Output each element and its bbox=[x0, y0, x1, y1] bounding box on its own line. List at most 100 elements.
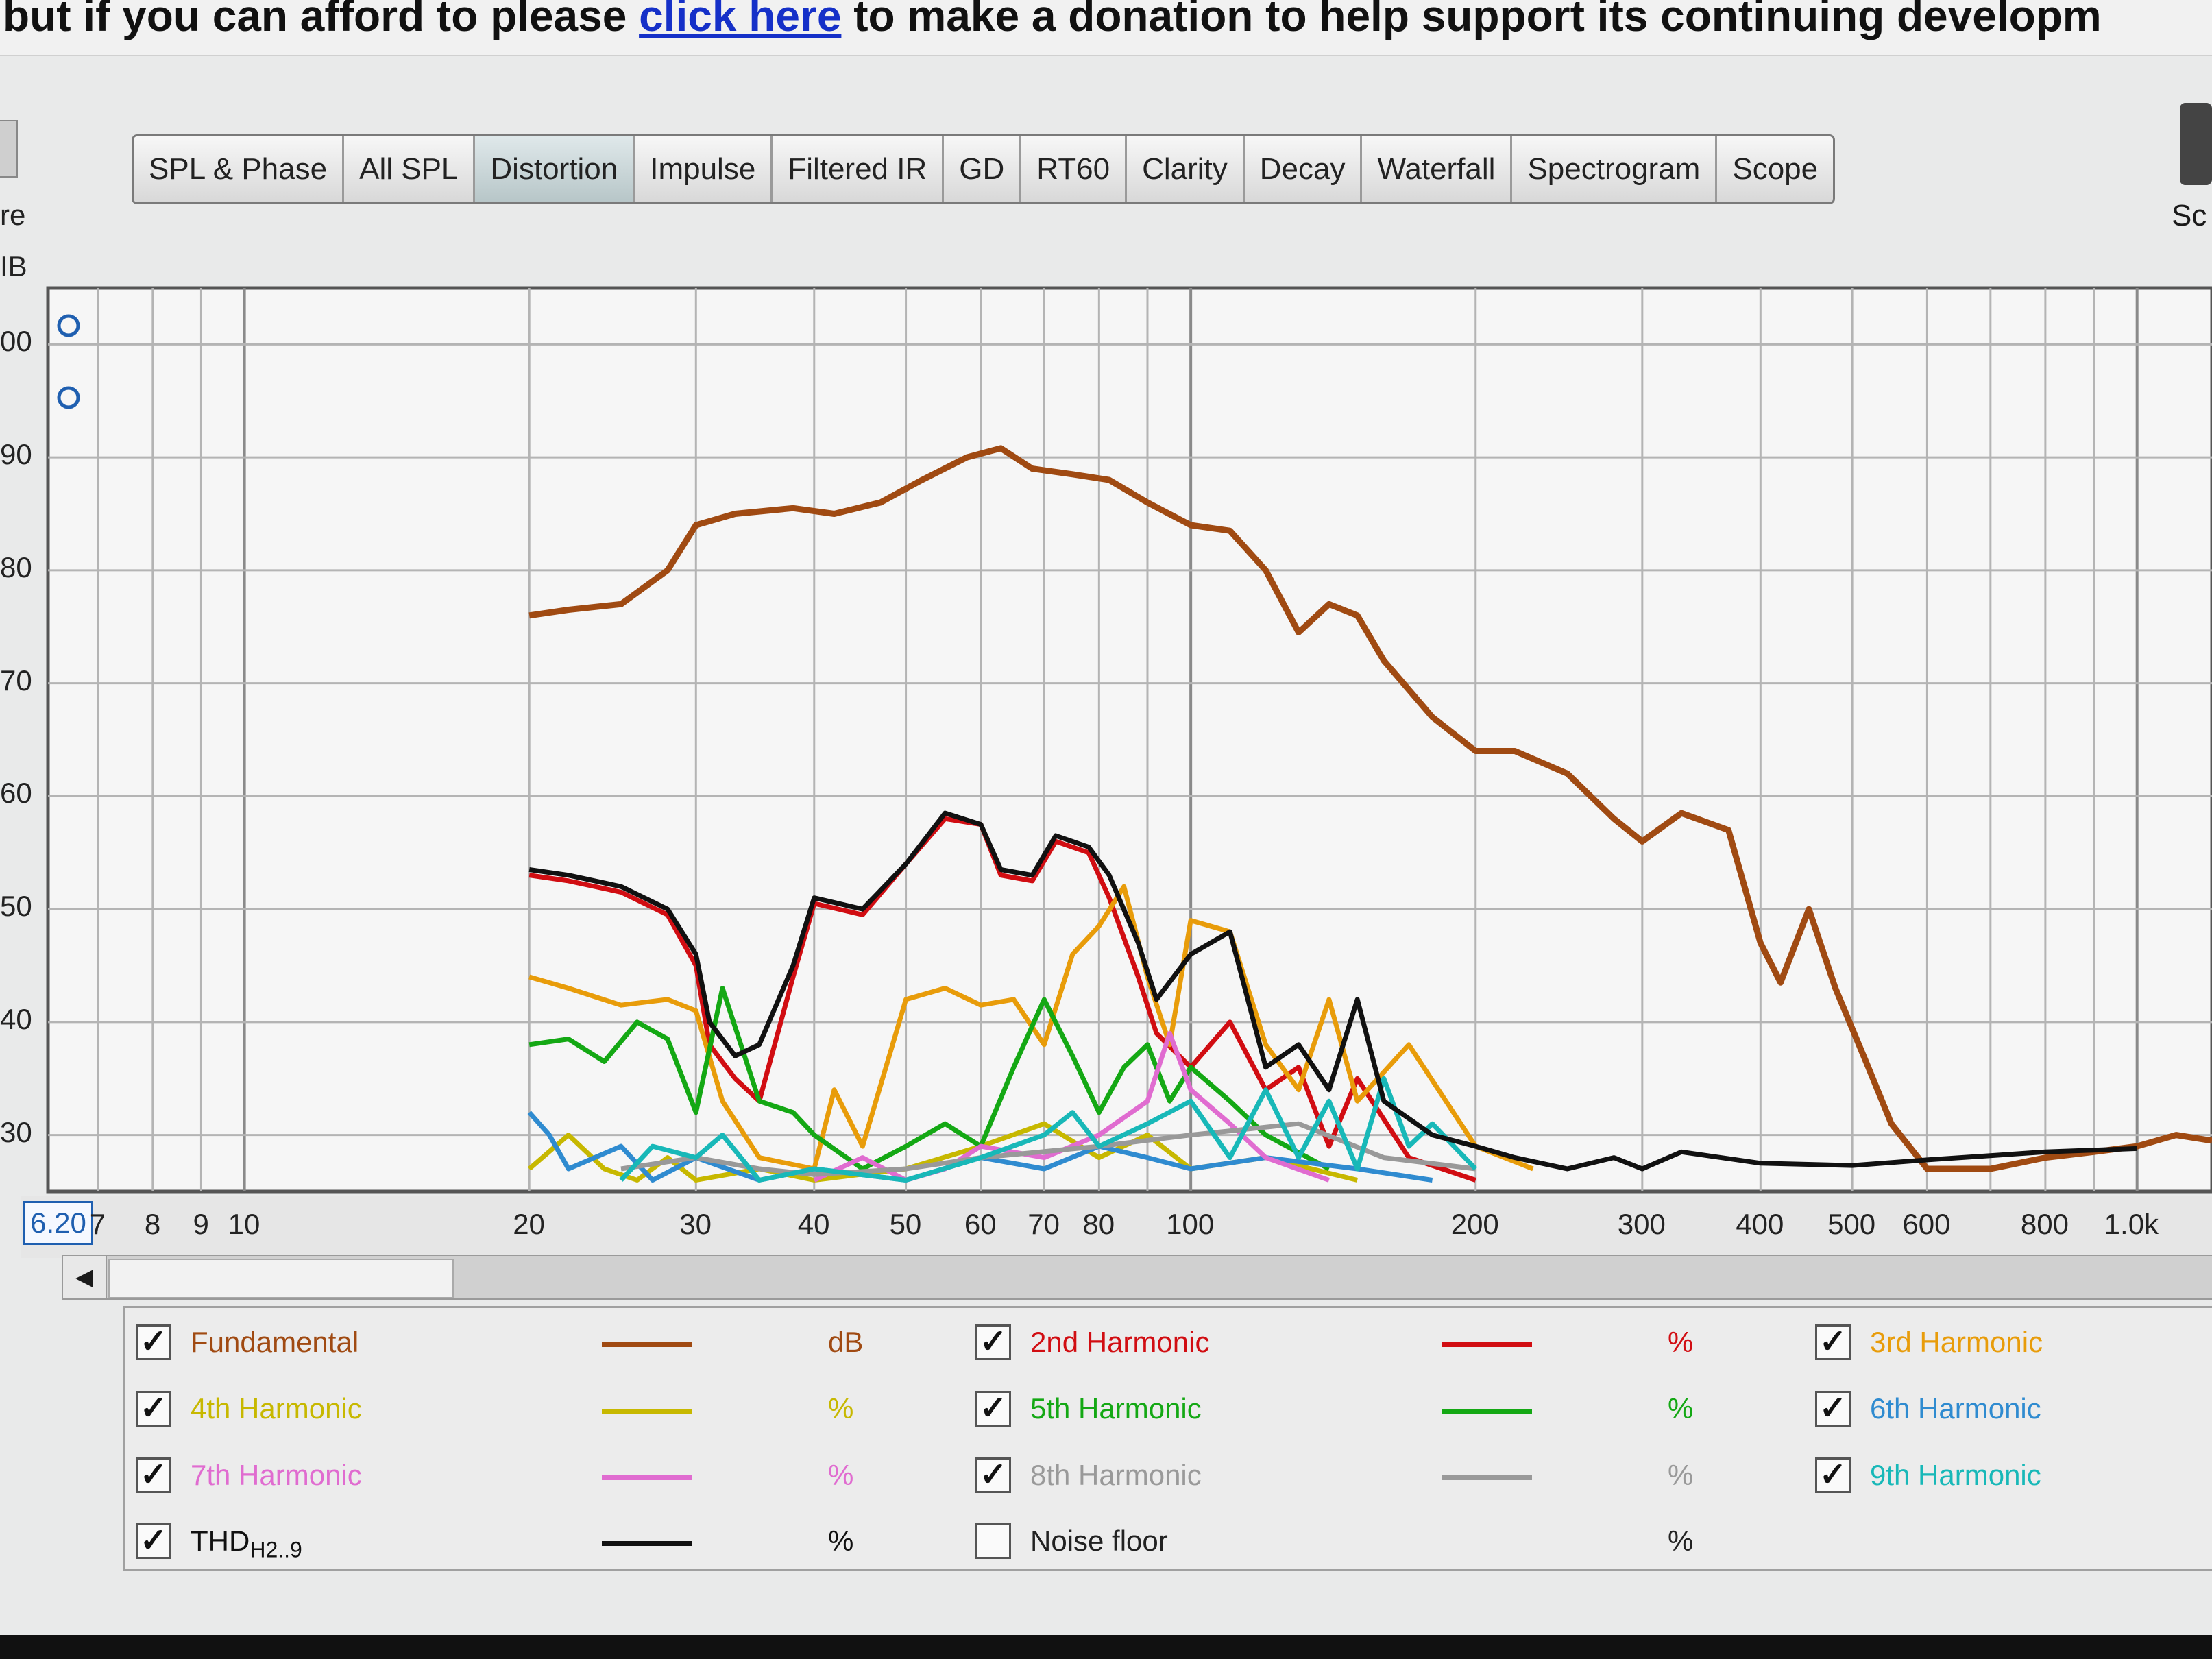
legend-label: 5th Harmonic bbox=[1030, 1392, 1202, 1425]
donation-banner: but if you can afford to please click he… bbox=[0, 0, 2212, 56]
legend-label-text: 4th Harmonic bbox=[191, 1392, 362, 1425]
legend-5th-harmonic: ✓ 5th Harmonic% bbox=[975, 1387, 1764, 1435]
tab-distortion[interactable]: Distortion bbox=[475, 136, 635, 202]
legend-7th-harmonic: ✓ 7th Harmonic% bbox=[136, 1453, 924, 1501]
legend-line-swatch bbox=[1442, 1409, 1532, 1414]
legend-checkbox[interactable]: ✓ bbox=[136, 1523, 171, 1559]
legend-unit: % bbox=[1668, 1525, 1694, 1557]
legend-unit: dB bbox=[828, 1326, 864, 1358]
series-9th-harmonic bbox=[619, 1076, 1478, 1183]
tab-filtered-ir[interactable]: Filtered IR bbox=[773, 136, 945, 202]
legend-3rd-harmonic: ✓ 3rd Harmonic bbox=[1815, 1320, 2212, 1368]
horizontal-scrollbar[interactable]: ◀ bbox=[62, 1255, 2212, 1300]
legend-unit: % bbox=[1668, 1459, 1694, 1491]
y-tick-label: 00 bbox=[0, 325, 32, 358]
x-tick-label: 70 bbox=[1028, 1208, 1060, 1240]
legend-checkbox[interactable]: ✓ bbox=[136, 1324, 171, 1360]
legend-checkbox[interactable]: ✓ bbox=[1815, 1457, 1851, 1493]
legend-checkbox[interactable]: ✓ bbox=[975, 1457, 1011, 1493]
left-unit-label: IB bbox=[0, 250, 27, 282]
legend-line-swatch bbox=[602, 1541, 692, 1546]
legend-unit: % bbox=[1668, 1392, 1694, 1425]
legend-checkbox[interactable]: ✓ bbox=[1815, 1324, 1851, 1360]
legend-checkbox[interactable]: ✓ bbox=[975, 1324, 1011, 1360]
x-start-value-field[interactable]: 6.20 bbox=[23, 1201, 93, 1245]
tab-scope[interactable]: Scope bbox=[1717, 136, 1834, 202]
legend-line-swatch bbox=[602, 1409, 692, 1414]
bottom-edge bbox=[0, 1635, 2212, 1659]
x-tick-label: 7 bbox=[89, 1208, 106, 1240]
tab-impulse[interactable]: Impulse bbox=[635, 136, 773, 202]
legend-label-text: 8th Harmonic bbox=[1030, 1459, 1202, 1491]
banner-text: but if you can afford to please click he… bbox=[3, 0, 2102, 41]
legend-line-swatch bbox=[602, 1475, 692, 1480]
legend-unit: % bbox=[1668, 1326, 1694, 1358]
scroll-thumb[interactable] bbox=[108, 1259, 454, 1298]
x-tick-label: 30 bbox=[679, 1208, 712, 1240]
legend-label: 3rd Harmonic bbox=[1870, 1326, 2043, 1359]
legend-checkbox[interactable]: ✓ bbox=[975, 1391, 1011, 1427]
distortion-chart[interactable] bbox=[0, 0, 2212, 1207]
x-axis-bar bbox=[21, 1196, 2212, 1258]
x-tick-label: 80 bbox=[1082, 1208, 1115, 1240]
legend-2nd-harmonic: ✓ 2nd Harmonic% bbox=[975, 1320, 1764, 1368]
legend-line-swatch bbox=[1442, 1342, 1532, 1347]
banner-text-start: but if you can afford to please bbox=[3, 0, 640, 40]
legend-label-text: 5th Harmonic bbox=[1030, 1392, 1202, 1425]
x-tick-label: 400 bbox=[1736, 1208, 1784, 1240]
banner-text-end: to make a donation to help support its c… bbox=[841, 0, 2102, 40]
plot-area bbox=[46, 286, 2212, 1194]
legend-label-text: 9th Harmonic bbox=[1870, 1459, 2041, 1491]
legend-unit: % bbox=[828, 1459, 854, 1491]
legend-label: 2nd Harmonic bbox=[1030, 1326, 1209, 1359]
tab-all-spl[interactable]: All SPL bbox=[344, 136, 476, 202]
tab-decay[interactable]: Decay bbox=[1244, 136, 1363, 202]
scroll-left-arrow-icon[interactable]: ◀ bbox=[63, 1256, 107, 1298]
right-edge-label: Sc bbox=[2172, 199, 2207, 232]
y-tick-label: 80 bbox=[0, 550, 32, 583]
tab-waterfall[interactable]: Waterfall bbox=[1362, 136, 1513, 202]
y-tick-label: 40 bbox=[0, 1002, 32, 1035]
legend-fundamental: ✓ Fundamental dB bbox=[136, 1320, 924, 1368]
scale-widget[interactable] bbox=[2180, 103, 2212, 185]
legend-line-swatch bbox=[602, 1342, 692, 1347]
legend-checkbox[interactable] bbox=[975, 1523, 1011, 1559]
legend-label: 4th Harmonic bbox=[191, 1392, 362, 1425]
legend-6th-harmonic: ✓ 6th Harmonic bbox=[1815, 1387, 2212, 1435]
legend-label: Fundamental bbox=[191, 1326, 358, 1359]
y-tick-label: 30 bbox=[0, 1115, 32, 1148]
legend-9th-harmonic: ✓ 9th Harmonic bbox=[1815, 1453, 2212, 1501]
x-tick-label: 40 bbox=[797, 1208, 830, 1240]
tab-spectrogram[interactable]: Spectrogram bbox=[1512, 136, 1718, 202]
legend-label-subscript: H2..9 bbox=[250, 1537, 302, 1562]
legend-label: 6th Harmonic bbox=[1870, 1392, 2041, 1425]
legend-label-text: Fundamental bbox=[191, 1326, 359, 1358]
y-tick-label: 60 bbox=[0, 777, 32, 810]
series-2nd-harmonic bbox=[528, 816, 1476, 1183]
tab-rt60[interactable]: RT60 bbox=[1021, 136, 1128, 202]
series-fundamental bbox=[528, 445, 2212, 1172]
legend-label-text: 3rd Harmonic bbox=[1870, 1326, 2043, 1358]
tab-spl-phase[interactable]: SPL & Phase bbox=[134, 136, 345, 202]
trace-legend: ✓ Fundamental dB ✓ 2nd Harmonic% ✓ 3rd Harmoni… bbox=[123, 1306, 2212, 1571]
legend-label: THDH2..9 bbox=[191, 1525, 302, 1562]
legend-label-text: 7th Harmonic bbox=[191, 1459, 362, 1491]
series-thd bbox=[528, 810, 2137, 1172]
x-tick-label: 200 bbox=[1450, 1208, 1499, 1240]
legend-checkbox[interactable]: ✓ bbox=[1815, 1391, 1851, 1427]
y-tick-label: 90 bbox=[0, 438, 32, 471]
x-tick-label: 50 bbox=[889, 1208, 922, 1240]
zoom-in-icon[interactable] bbox=[57, 314, 80, 337]
legend-line-swatch bbox=[1442, 1475, 1532, 1480]
zoom-out-icon[interactable] bbox=[57, 386, 80, 409]
legend-label: 9th Harmonic bbox=[1870, 1459, 2041, 1492]
x-tick-label: 8 bbox=[144, 1208, 161, 1240]
tab-gd[interactable]: GD bbox=[944, 136, 1022, 202]
legend-label-text: 6th Harmonic bbox=[1870, 1392, 2041, 1425]
legend-checkbox[interactable]: ✓ bbox=[136, 1457, 171, 1493]
left-top-label: re bbox=[0, 199, 26, 231]
donation-link[interactable]: click here bbox=[639, 0, 842, 40]
legend-checkbox[interactable]: ✓ bbox=[136, 1391, 171, 1427]
tab-clarity[interactable]: Clarity bbox=[1127, 136, 1245, 202]
x-tick-label: 60 bbox=[964, 1208, 997, 1240]
